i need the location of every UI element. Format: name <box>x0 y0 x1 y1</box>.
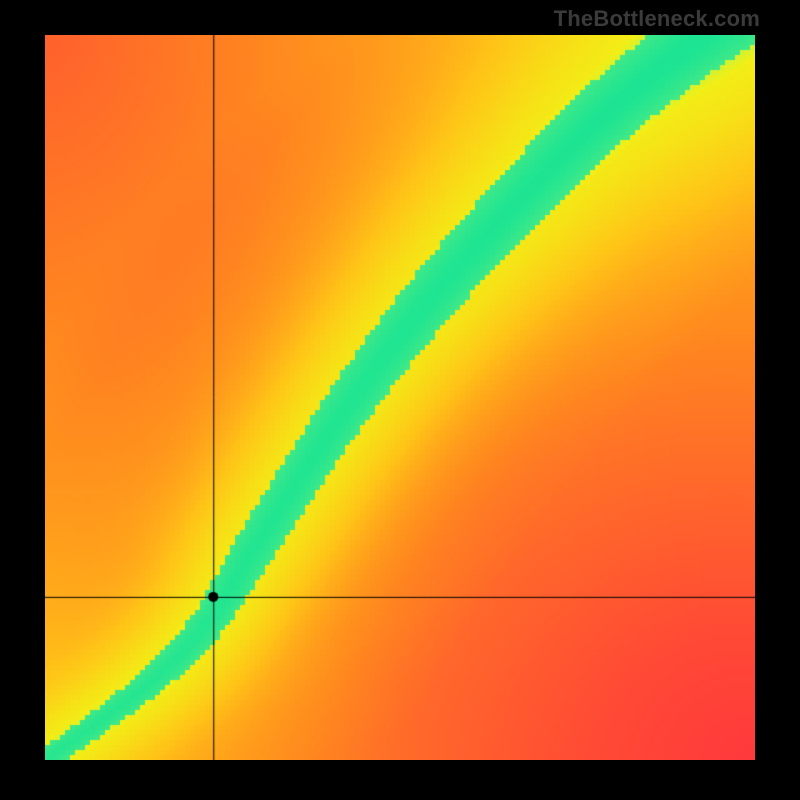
watermark-text: TheBottleneck.com <box>554 6 760 32</box>
chart-container: TheBottleneck.com <box>0 0 800 800</box>
heatmap-canvas <box>45 35 755 760</box>
